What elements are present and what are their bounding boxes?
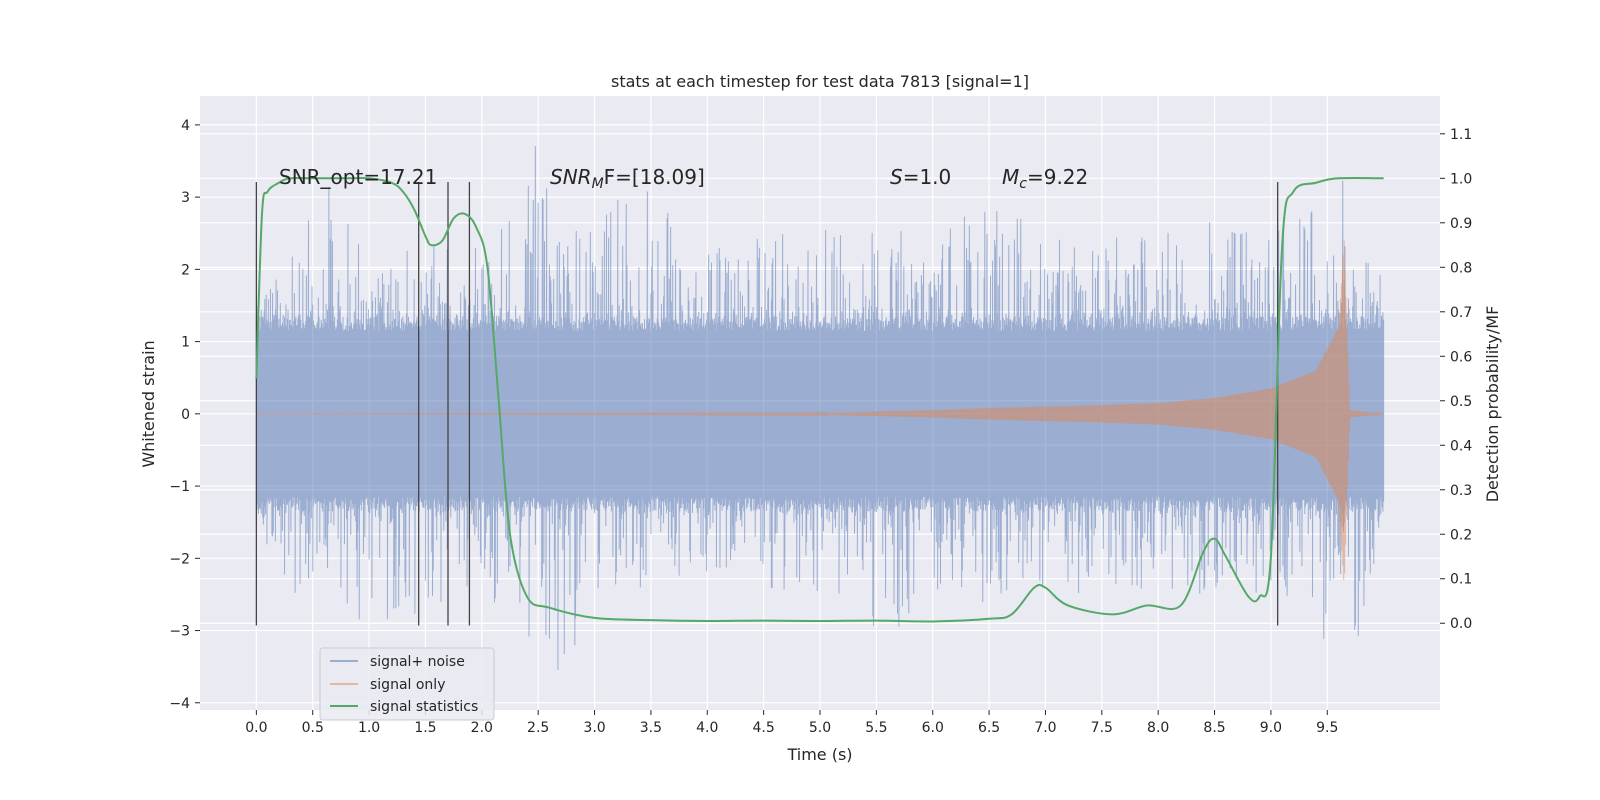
- y2-tick-label-11: 1.1: [1450, 127, 1472, 143]
- y-tick-label-5: 1: [181, 335, 190, 351]
- y-axis: −4 −3 −2 −1 0 1 2 3 4: [169, 118, 200, 712]
- annotation-s-val: =1.0: [903, 165, 952, 189]
- y2-tick-label-3: 0.3: [1450, 483, 1472, 499]
- x-tick-label-12: 6.0: [922, 720, 944, 736]
- x-tick-label-15: 7.5: [1091, 720, 1113, 736]
- y2-tick-label-0: 0.0: [1450, 616, 1472, 632]
- legend-label-signal-only: signal only: [370, 677, 445, 693]
- y-tick-label-6: 2: [181, 262, 190, 278]
- x-tick-label-1: 0.5: [302, 720, 324, 736]
- y2-tick-label-9: 0.9: [1450, 216, 1472, 232]
- y-tick-label-4: 0: [181, 407, 190, 423]
- x-tick-label-7: 3.5: [640, 720, 662, 736]
- legend-box: [319, 647, 495, 721]
- legend-label-signal-statistics: signal statistics: [370, 699, 478, 715]
- vertical-markers: [255, 181, 1279, 626]
- signal-only-line: [256, 240, 1384, 580]
- annotation-snr-mf-base: SNR: [550, 165, 592, 189]
- y-axis-label: Whitened strain: [139, 340, 158, 467]
- y-tick-label-3: −1: [169, 479, 190, 495]
- y-tick-label-2: −2: [169, 551, 190, 567]
- annotation-mc-val: =9.22: [1027, 165, 1088, 189]
- y2-axis: 0.0 0.1 0.2 0.3 0.4 0.5 0.6 0.7 0.8 0.9 1.0 1.1: [1440, 127, 1472, 632]
- y-tick-label-7: 3: [181, 190, 190, 206]
- chart-title: stats at each timestep for test data 781…: [611, 72, 1029, 91]
- x-tick-label-13: 6.5: [978, 720, 1000, 736]
- x-tick-label-18: 9.0: [1260, 720, 1282, 736]
- x-tick-label-4: 2.0: [471, 720, 493, 736]
- y-tick-label-1: −3: [169, 624, 190, 640]
- y2-tick-label-2: 0.2: [1450, 527, 1472, 543]
- y2-tick-label-7: 0.7: [1450, 305, 1472, 321]
- legend: signal+ noise signal only signal statist…: [319, 647, 495, 721]
- x-tick-label-10: 5.0: [809, 720, 831, 736]
- annotation-snr-mf: SNRMF=[18.09]: [550, 165, 705, 192]
- signal-statistics-line: [255, 176, 1384, 623]
- annotation-s-var: S: [890, 165, 903, 189]
- x-tick-label-17: 8.5: [1203, 720, 1225, 736]
- y-tick-label-8: 4: [181, 118, 190, 134]
- y2-tick-label-1: 0.1: [1450, 572, 1472, 588]
- y2-tick-label-6: 0.6: [1450, 349, 1472, 365]
- x-tick-label-0: 0.0: [245, 720, 267, 736]
- y2-tick-label-5: 0.5: [1450, 394, 1472, 410]
- annotation-mc: Mc=9.22: [1002, 165, 1088, 192]
- y2-tick-label-8: 0.8: [1450, 260, 1472, 276]
- x-tick-label-8: 4.0: [696, 720, 718, 736]
- x-tick-label-6: 3.0: [583, 720, 605, 736]
- annotation-snr-mf-tail: F=[18.09]: [604, 165, 705, 189]
- x-tick-label-14: 7.0: [1034, 720, 1056, 736]
- series-signal-only: [256, 240, 1384, 580]
- y-tick-label-0: −4: [169, 696, 190, 712]
- legend-label-signal-noise: signal+ noise: [370, 654, 465, 670]
- x-axis-label: Time (s): [786, 745, 852, 764]
- annotation-snr-opt: SNR_opt=17.21: [279, 165, 437, 189]
- series-signal-statistics: [255, 176, 1384, 623]
- x-tick-label-5: 2.5: [527, 720, 549, 736]
- x-tick-label-11: 5.5: [865, 720, 887, 736]
- y2-tick-label-10: 1.0: [1450, 171, 1472, 187]
- annotations: SNR_opt=17.21 SNRMF=[18.09] S=1.0 Mc=9.2…: [279, 165, 1088, 192]
- annotation-s: S=1.0: [890, 165, 951, 189]
- x-tick-label-2: 1.0: [358, 720, 380, 736]
- y2-tick-label-4: 0.4: [1450, 438, 1472, 454]
- x-axis: 0.0 0.5 1.0 1.5 2.0 2.5 3.0 3.5 4.0 4.5 5.0 5.5 6.0 6…: [245, 710, 1338, 736]
- x-tick-label-19: 9.5: [1316, 720, 1338, 736]
- y2-axis-label: Detection probability/MF: [1483, 306, 1502, 503]
- x-tick-label-3: 1.5: [414, 720, 436, 736]
- x-tick-label-16: 8.0: [1147, 720, 1169, 736]
- annotation-snr-mf-sub: M: [592, 176, 604, 192]
- x-tick-label-9: 4.5: [753, 720, 775, 736]
- annotation-mc-var: M: [1002, 165, 1019, 189]
- annotation-mc-sub: c: [1019, 176, 1027, 192]
